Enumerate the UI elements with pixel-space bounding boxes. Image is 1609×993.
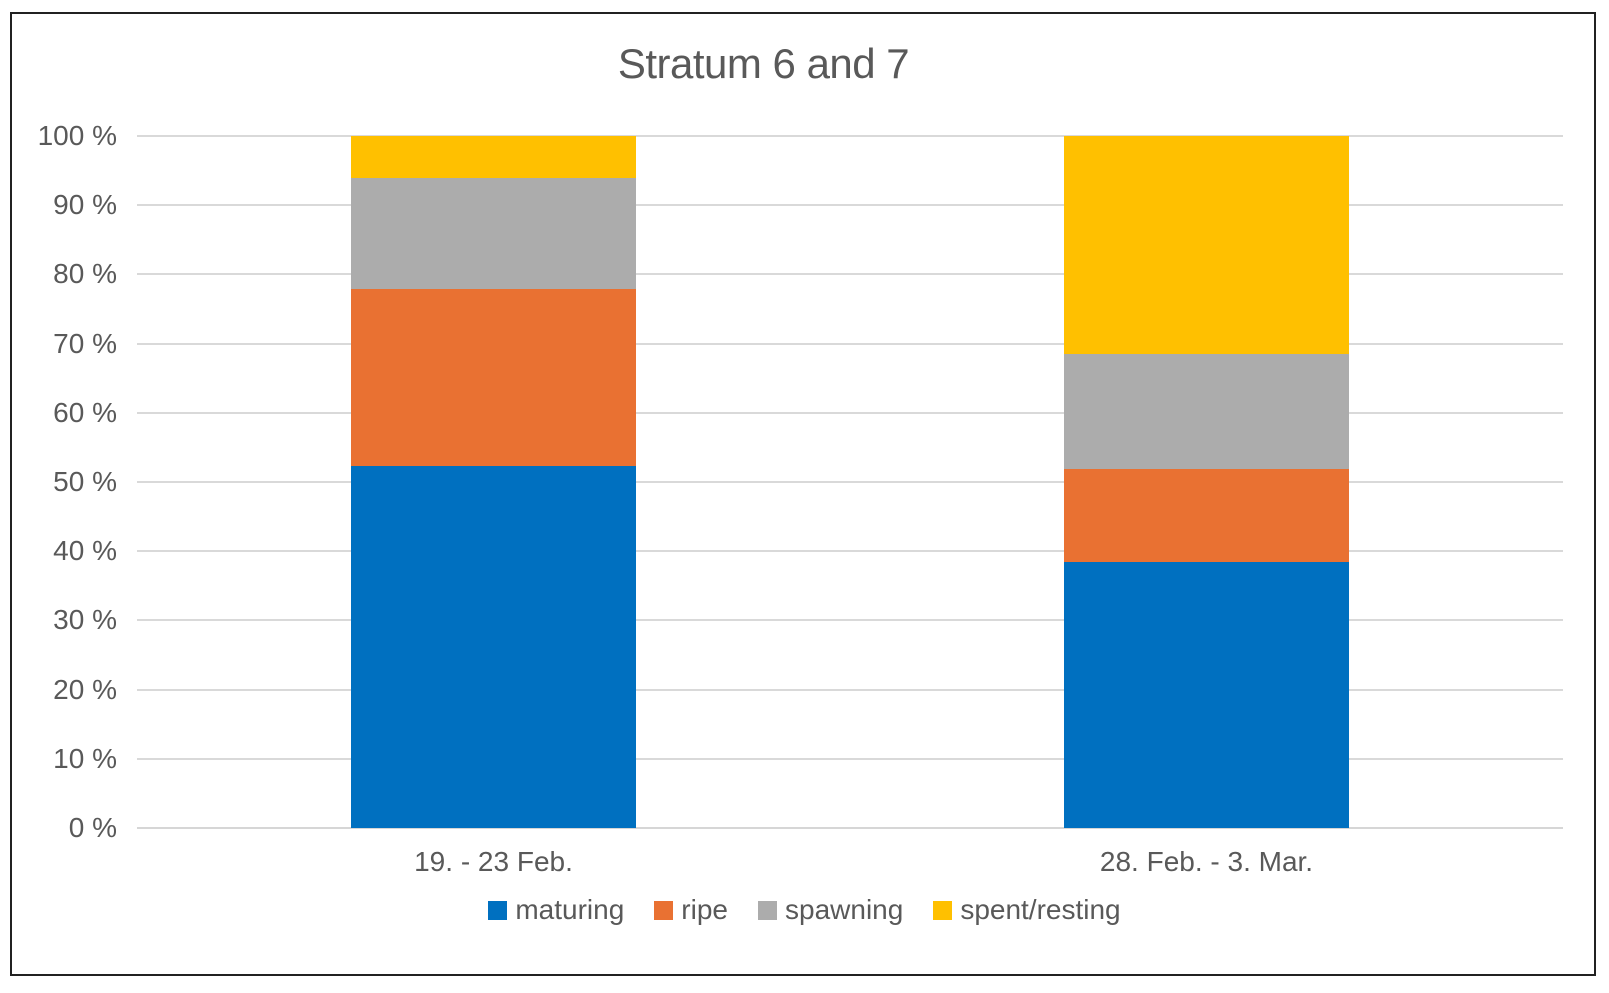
y-tick-label: 20 % (53, 673, 117, 705)
legend-label: maturing (515, 894, 625, 925)
bar-segment-ripe[interactable] (351, 288, 636, 467)
gridline (137, 757, 1563, 760)
legend-swatch-icon (933, 900, 953, 920)
gridline (137, 619, 1563, 622)
y-tick-label: 10 % (53, 742, 117, 774)
bar-segment-ripe[interactable] (1064, 468, 1349, 563)
y-tick-label: 90 % (53, 189, 117, 221)
legend-swatch-icon (488, 900, 508, 920)
bar-segment-maturing[interactable] (351, 466, 636, 828)
gridline (137, 273, 1563, 276)
bar-segment-maturing[interactable] (1064, 562, 1349, 828)
gridline (137, 550, 1563, 553)
y-tick-label: 30 % (53, 604, 117, 636)
legend-swatch-icon (758, 900, 777, 920)
y-tick-label: 100 % (37, 120, 117, 151)
y-tick-label: 40 % (53, 535, 117, 567)
bar-segment-spawning[interactable] (351, 177, 636, 289)
gridline (137, 481, 1563, 483)
gridline (137, 411, 1563, 414)
legend-label: spent/resting (960, 894, 1121, 925)
y-tick-label: 0 % (68, 812, 117, 843)
gridline (137, 342, 1563, 345)
x-category-label: 28. Feb. - 3. Mar. (1099, 846, 1314, 877)
legend-label: ripe (681, 894, 728, 925)
legend-item-spawning[interactable]: spawning (758, 894, 903, 926)
plot-area (137, 135, 1563, 829)
bar-column[interactable] (351, 136, 636, 828)
y-tick-label: 70 % (53, 327, 117, 359)
gridline (137, 135, 1563, 137)
gridline (137, 204, 1563, 207)
legend-item-ripe[interactable]: ripe (654, 894, 728, 926)
x-axis-line (137, 827, 1563, 829)
legend-label: spawning (785, 894, 904, 925)
legend: maturing ripe spawning spent/resting (0, 894, 1609, 926)
legend-swatch-icon (654, 900, 674, 920)
bar-segment-spawning[interactable] (1064, 354, 1349, 469)
x-category-label: 19. - 23 Feb. (414, 846, 573, 877)
legend-item-maturing[interactable]: maturing (488, 894, 624, 926)
gridline (137, 688, 1563, 691)
chart-title: Stratum 6 and 7 (617, 40, 910, 87)
y-tick-label: 50 % (53, 466, 117, 497)
legend-item-spent-resting[interactable]: spent/resting (933, 894, 1121, 926)
y-tick-label: 80 % (53, 258, 117, 290)
bar-column[interactable] (1064, 136, 1349, 828)
y-tick-label: 60 % (53, 396, 117, 428)
bar-segment-spent-resting[interactable] (1064, 136, 1349, 355)
bar-segment-spent-resting[interactable] (351, 136, 636, 178)
